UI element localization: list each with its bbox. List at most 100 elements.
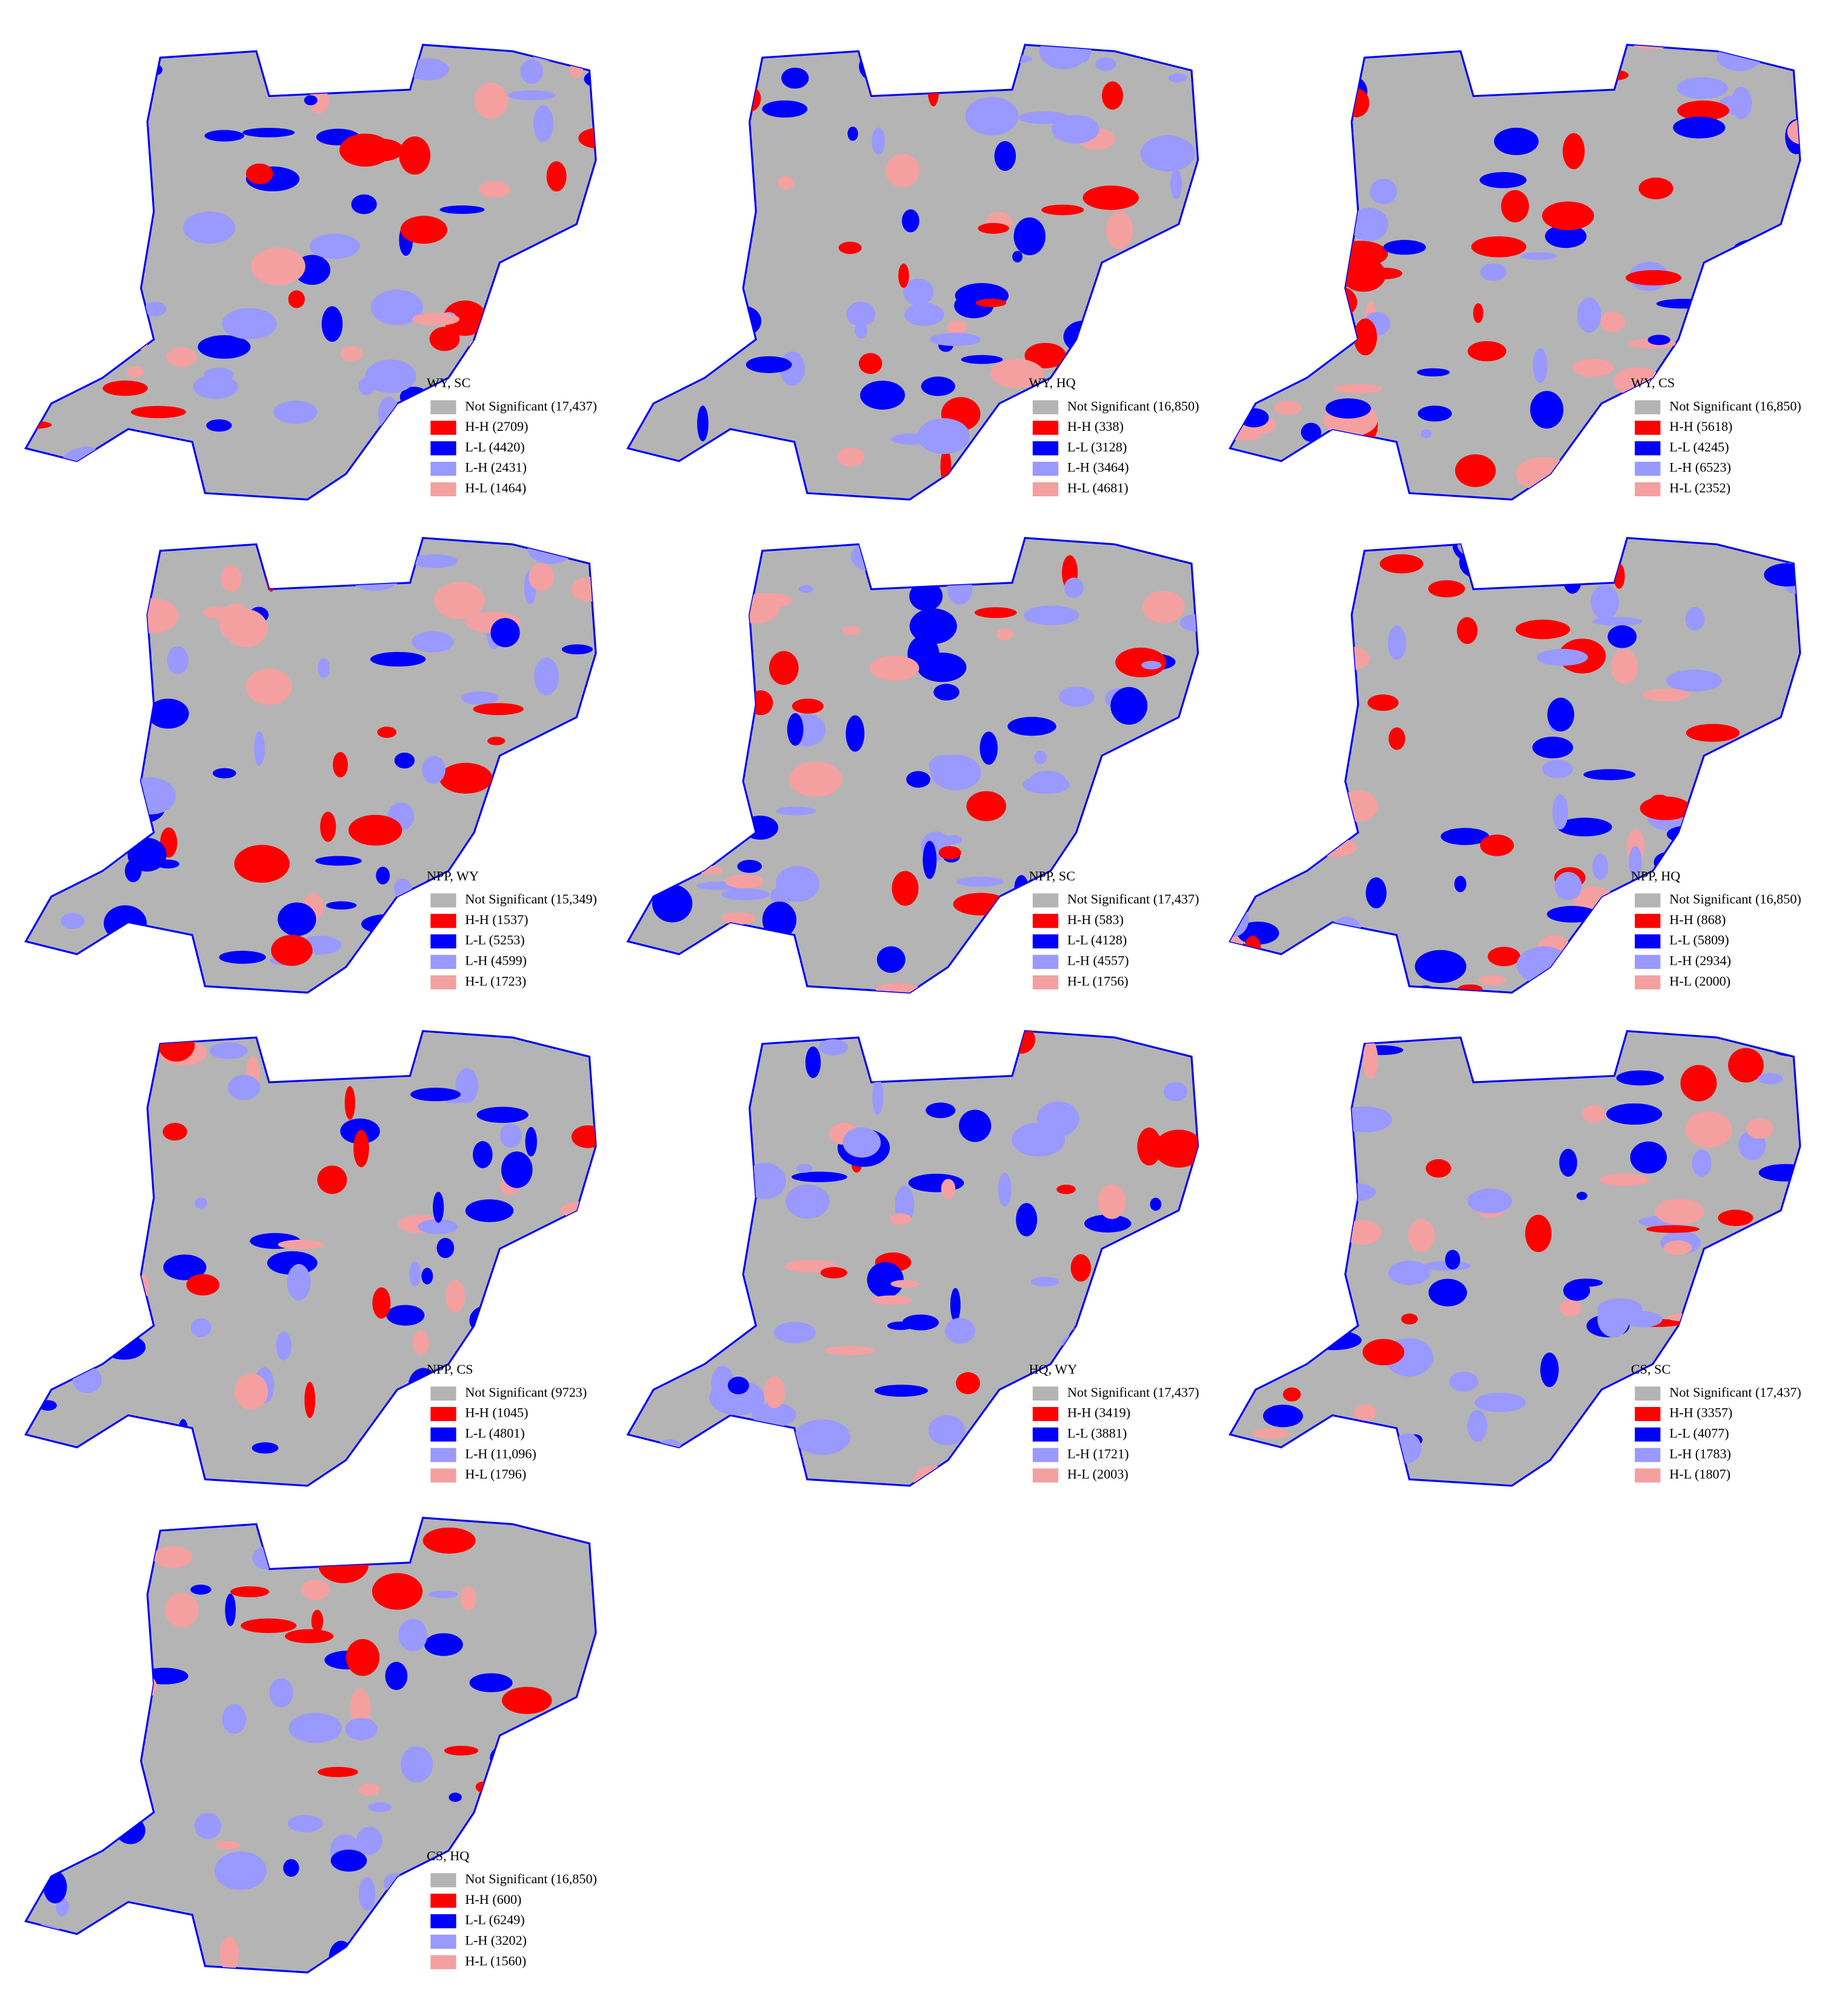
map-patch [696, 273, 736, 285]
map-patch [805, 1046, 821, 1079]
map-patch [361, 914, 415, 934]
map-patch [376, 867, 390, 885]
map-patch [74, 541, 111, 567]
map-patch [1473, 303, 1484, 324]
map-patch [532, 440, 575, 477]
map-patch [886, 557, 898, 579]
map-patch [700, 1324, 721, 1353]
legend-swatch [1032, 934, 1059, 949]
map-patch [737, 44, 750, 62]
map-patch [1709, 342, 1721, 354]
map-patch [1230, 1459, 1257, 1477]
map-patch [697, 405, 709, 442]
map-patch [1363, 1339, 1404, 1366]
legend-swatch [1032, 1468, 1059, 1483]
map-patch [58, 1804, 104, 1826]
map-patch [1250, 297, 1303, 306]
map-patch [773, 1322, 816, 1343]
map-patch [959, 1109, 992, 1142]
map-patch [1024, 342, 1066, 368]
map-patch [509, 1360, 522, 1371]
map-patch [422, 1527, 476, 1554]
map-patch [1341, 326, 1356, 344]
legend-swatch [1032, 1427, 1059, 1442]
map-patch [1467, 1409, 1487, 1442]
map-patch [1703, 1283, 1754, 1296]
map-patch [633, 803, 664, 826]
legend-label: L-L (5809) [1669, 933, 1729, 948]
map-patch [1393, 1433, 1422, 1463]
map-patch [659, 1457, 679, 1486]
map-patch [251, 247, 305, 285]
map-patch [529, 563, 555, 591]
map-patch [1666, 670, 1722, 692]
map-patch [1560, 1042, 1571, 1065]
map-patch [1388, 1260, 1430, 1285]
map-patch [473, 1141, 493, 1168]
map-patch [410, 1087, 461, 1102]
legend-label: L-L (4077) [1669, 1425, 1729, 1440]
map-patch [961, 354, 1003, 364]
map-patch [353, 1129, 369, 1168]
map-patch [1616, 1070, 1664, 1086]
map-patch [490, 1742, 539, 1774]
legend-label: H-L (2000) [1669, 973, 1730, 988]
map-patch [1667, 1313, 1709, 1322]
map-patch [1677, 100, 1730, 121]
map-patch [225, 1593, 236, 1626]
map-patch [341, 1532, 356, 1549]
map-patch [892, 871, 919, 906]
map-patch [627, 1465, 635, 1477]
map-patch [1600, 311, 1626, 333]
map-patch [1318, 590, 1341, 620]
map-patch [846, 301, 876, 327]
map-patch [669, 77, 681, 103]
map-patch [429, 327, 460, 351]
legend-swatch [1032, 461, 1059, 476]
map-patch [575, 468, 596, 490]
map-patch [1163, 1082, 1188, 1102]
map-patch [787, 713, 804, 746]
map-patch [108, 1537, 141, 1551]
map-patch [345, 1638, 380, 1676]
legend-label: H-H (600) [465, 1892, 521, 1907]
map-patch [369, 974, 418, 993]
map-patch [1516, 946, 1571, 984]
map-panel: CS, SC Not Significant (17,437) H-H (3357)… [1229, 1030, 1801, 1487]
map-patch [1366, 877, 1387, 909]
map-patch [1383, 239, 1426, 255]
map-patch [520, 59, 544, 84]
map-patch [1582, 1105, 1606, 1123]
map-patch [1686, 724, 1740, 742]
map-patch [1325, 398, 1371, 419]
map-patch [304, 1382, 316, 1419]
map-patch [838, 241, 862, 254]
map-patch [1304, 736, 1331, 773]
map-patch [421, 756, 445, 784]
map-patch [1542, 201, 1595, 230]
map-patch [921, 376, 955, 396]
map-patch [1321, 807, 1341, 833]
legend-swatch [1032, 482, 1059, 497]
map-patch [1353, 1405, 1376, 1421]
map-patch [1149, 851, 1198, 868]
map-patch [1563, 566, 1582, 594]
map-patch [1014, 875, 1029, 901]
map-patch [548, 1460, 580, 1469]
legend-title: HQ, WY [1029, 1362, 1077, 1377]
map-patch [1181, 940, 1198, 974]
map-patch [781, 67, 809, 89]
map-patch [26, 1806, 39, 1843]
map-patch [1006, 948, 1025, 957]
map-patch [58, 811, 81, 820]
map-patch [1708, 314, 1724, 338]
map-patch [721, 912, 756, 925]
map-patch [672, 1083, 690, 1119]
map-patch [1128, 366, 1164, 382]
map-patch [138, 962, 165, 971]
map-patch [1741, 1461, 1757, 1486]
map-patch [344, 1086, 356, 1120]
map-panel: CS, HQ Not Significant (16,850) H-H (600) L… [24, 1517, 597, 1974]
map-patch [351, 194, 377, 215]
map-patch [166, 347, 197, 367]
